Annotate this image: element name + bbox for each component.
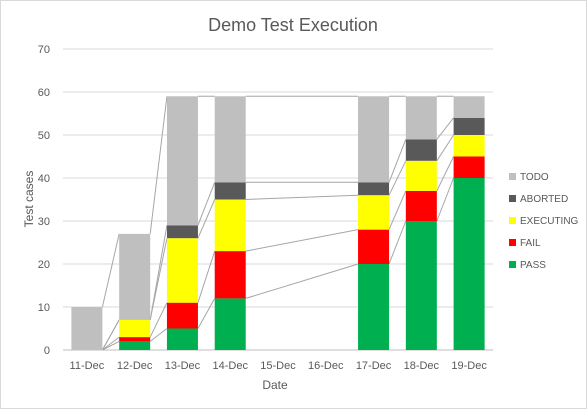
y-tick-label-10: 10 xyxy=(38,302,50,314)
bar-todo-19-dec xyxy=(453,96,485,118)
series-line-aborted-3 xyxy=(197,182,216,226)
x-tick-label-12-dec: 12-Dec xyxy=(117,360,153,372)
legend-swatch-fail xyxy=(509,239,516,246)
bar-fail-18-dec xyxy=(405,190,437,221)
y-tick-labels: 0 10 20 30 40 50 60 70 xyxy=(38,44,50,357)
series-line-pass-7 xyxy=(388,220,407,265)
series-lines xyxy=(101,95,455,351)
x-tick-label-11-dec: 11-Dec xyxy=(70,360,105,372)
bar-executing-13-dec xyxy=(166,238,198,303)
y-tick-label-50: 50 xyxy=(38,130,50,142)
bar-pass-12-dec xyxy=(119,341,151,350)
x-tick-label-17-dec: 17-Dec xyxy=(356,360,392,372)
series-line-fail-3 xyxy=(197,250,216,303)
legend-label-todo: TODO xyxy=(520,172,549,183)
bar-pass-19-dec xyxy=(453,178,485,350)
x-tick-label-15-dec: 15-Dec xyxy=(260,360,296,372)
chart-title: Demo Test Execution xyxy=(208,15,378,35)
legend-label-aborted: ABORTED xyxy=(520,194,568,205)
x-tick-label-18-dec: 18-Dec xyxy=(404,360,440,372)
y-tick-label-70: 70 xyxy=(38,44,50,56)
bar-executing-17-dec xyxy=(358,195,390,230)
series-line-pass-1 xyxy=(102,340,120,351)
series-line-todo-2 xyxy=(149,96,168,234)
bar-todo-17-dec xyxy=(358,96,390,183)
x-tick-label-13-dec: 13-Dec xyxy=(165,360,201,372)
bar-todo-13-dec xyxy=(166,96,198,226)
series-line-aborted-2 xyxy=(149,225,168,320)
bar-executing-14-dec xyxy=(214,199,246,252)
x-axis-title: Date xyxy=(262,378,288,392)
series-line-executing-8 xyxy=(436,134,455,162)
bar-fail-17-dec xyxy=(358,229,390,264)
series-line-pass-2 xyxy=(149,328,168,342)
legend-swatch-aborted xyxy=(509,195,516,202)
y-axis-title: Test cases xyxy=(22,171,36,228)
bar-pass-14-dec xyxy=(214,298,246,350)
bar-todo-14-dec xyxy=(214,96,246,183)
series-line-todo-1 xyxy=(101,233,120,308)
legend-swatch-pass xyxy=(509,261,516,268)
x-tick-label-14-dec: 14-Dec xyxy=(212,360,248,372)
series-line-pass-3 xyxy=(197,298,216,329)
series-line-fail-1 xyxy=(102,336,120,351)
bars xyxy=(71,96,485,350)
bar-fail-12-dec xyxy=(119,337,151,342)
series-line-aborted-8 xyxy=(436,117,455,140)
legend-label-fail: FAIL xyxy=(520,238,541,249)
bar-aborted-17-dec xyxy=(358,182,390,196)
bar-todo-18-dec xyxy=(405,96,437,140)
legend-swatch-executing xyxy=(509,217,516,224)
y-tick-label-40: 40 xyxy=(38,173,50,185)
bar-fail-14-dec xyxy=(214,251,246,299)
series-line-executing-7 xyxy=(388,160,407,196)
bar-aborted-14-dec xyxy=(214,182,246,200)
bar-fail-13-dec xyxy=(166,302,198,329)
legend-label-executing: EXECUTING xyxy=(520,216,579,227)
series-line-fail-2 xyxy=(149,302,168,338)
series-line-executing-3 xyxy=(197,199,216,239)
series-line-fail-6 xyxy=(245,229,359,252)
bar-executing-19-dec xyxy=(453,135,485,157)
bar-todo-12-dec xyxy=(119,233,151,320)
bar-pass-18-dec xyxy=(405,221,437,350)
x-tick-label-19-dec: 19-Dec xyxy=(451,360,487,372)
y-tick-label-20: 20 xyxy=(38,259,50,271)
bar-todo-11-dec xyxy=(71,307,103,350)
series-line-pass-8 xyxy=(436,177,455,222)
legend-label-pass: PASS xyxy=(520,260,546,271)
x-tick-labels: 11-Dec 12-Dec 13-Dec 14-Dec 15-Dec 16-Dec 17-D… xyxy=(70,360,488,372)
x-tick-label-16-dec: 16-Dec xyxy=(308,360,344,372)
legend-swatch-todo xyxy=(509,173,516,180)
series-line-aborted-7 xyxy=(388,139,407,183)
y-tick-label-0: 0 xyxy=(44,345,50,357)
bar-pass-17-dec xyxy=(358,264,390,350)
bar-aborted-13-dec xyxy=(166,225,198,239)
bar-aborted-18-dec xyxy=(405,139,437,161)
y-tick-label-30: 30 xyxy=(38,216,50,228)
series-line-aborted-1 xyxy=(101,319,120,351)
bar-executing-12-dec xyxy=(119,319,151,338)
bar-fail-19-dec xyxy=(453,156,485,178)
series-line-fail-8 xyxy=(436,156,455,192)
series-line-fail-7 xyxy=(388,190,407,230)
bar-executing-18-dec xyxy=(405,160,437,191)
bar-aborted-19-dec xyxy=(453,117,485,135)
y-tick-label-60: 60 xyxy=(38,87,50,99)
bar-pass-13-dec xyxy=(166,328,198,350)
series-line-executing-6 xyxy=(245,194,359,200)
legend: TODO ABORTED EXECUTING FAIL PASS xyxy=(509,172,579,271)
series-line-pass-6 xyxy=(245,263,359,299)
